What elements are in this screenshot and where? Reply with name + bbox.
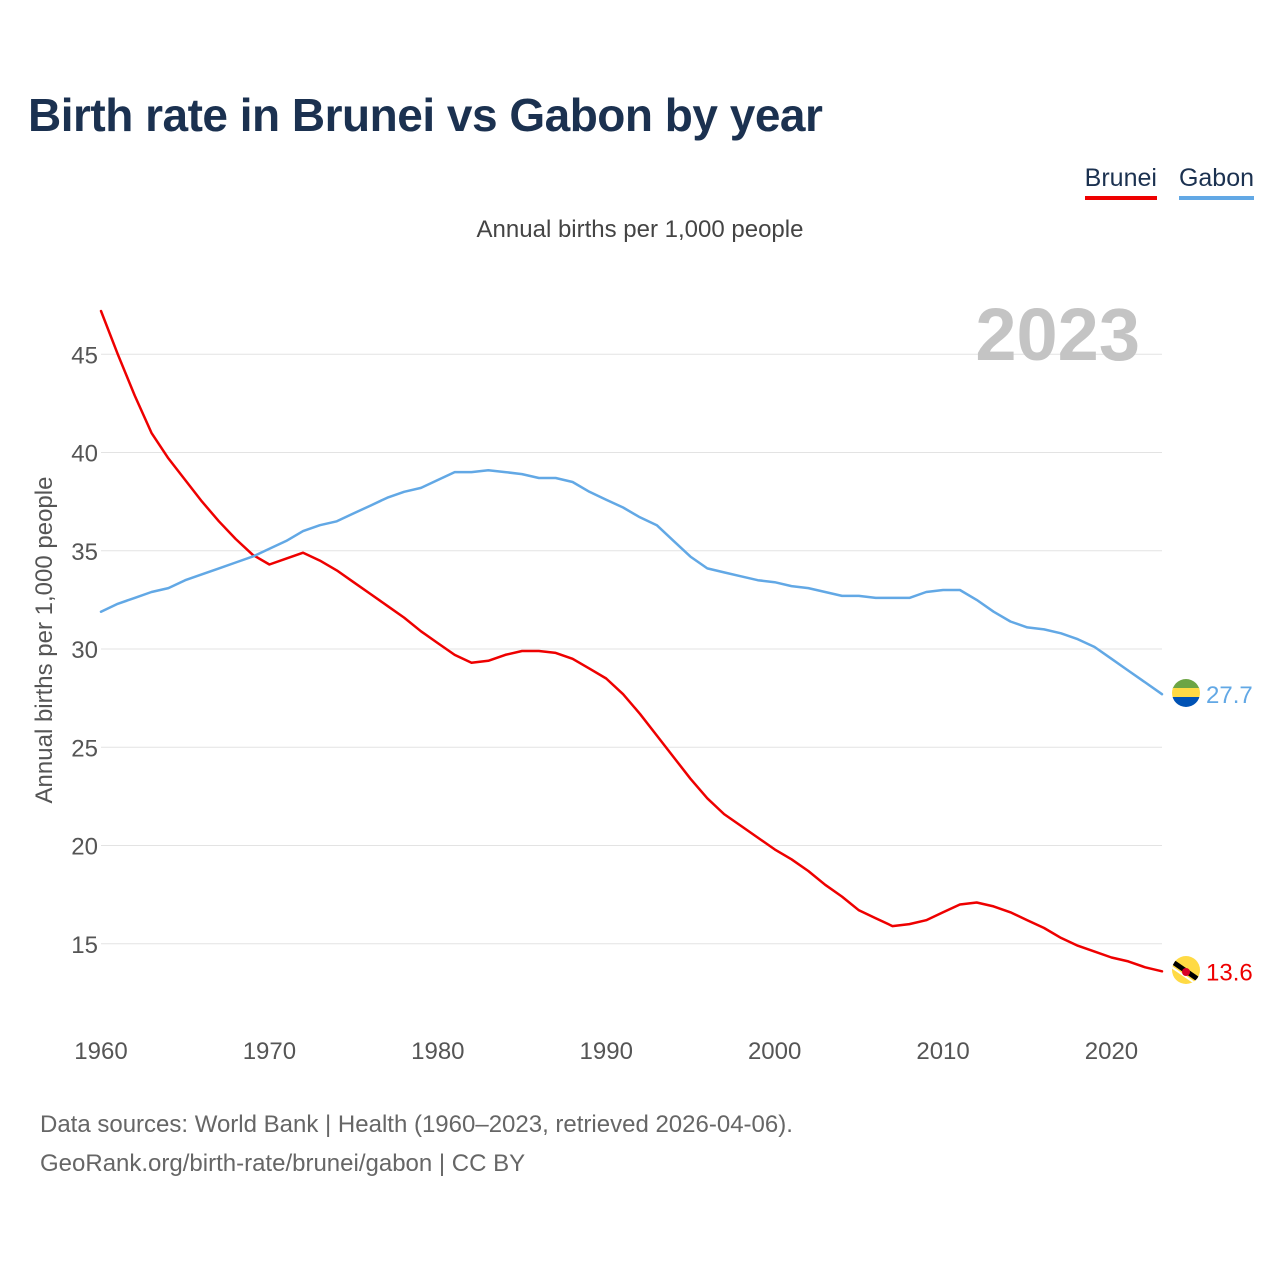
y-tick-label: 40 <box>71 441 98 468</box>
end-label-gabon: 27.7 <box>1206 682 1253 709</box>
x-tick-label: 2010 <box>916 1038 969 1065</box>
data-source: Data sources: World Bank | Health (1960–… <box>40 1105 793 1183</box>
x-tick-label: 2000 <box>748 1038 801 1065</box>
legend: Brunei Gabon <box>1084 164 1254 200</box>
brunei-flag-icon <box>1172 956 1200 984</box>
gabon-flag-icon <box>1172 679 1200 707</box>
x-tick-label: 1970 <box>243 1038 296 1065</box>
y-tick-label: 15 <box>71 932 98 959</box>
y-tick-label: 35 <box>71 539 98 566</box>
x-tick-label: 1990 <box>580 1038 633 1065</box>
series-line-gabon <box>99 468 1164 696</box>
y-tick-label: 45 <box>71 342 98 369</box>
legend-item-gabon[interactable]: Gabon <box>1178 164 1254 200</box>
x-tick-label: 1960 <box>74 1038 127 1065</box>
x-tick-label: 1980 <box>411 1038 464 1065</box>
year-watermark: 2023 <box>975 293 1140 376</box>
y-tick-label: 20 <box>71 834 98 861</box>
x-tick-label: 2020 <box>1085 1038 1138 1065</box>
end-label-brunei: 13.6 <box>1206 959 1253 986</box>
source-line-1: Data sources: World Bank | Health (1960–… <box>40 1111 793 1138</box>
source-line-2: GeoRank.org/birth-rate/brunei/gabon | CC… <box>40 1150 526 1177</box>
legend-item-brunei[interactable]: Brunei <box>1084 164 1157 200</box>
y-tick-label: 25 <box>71 735 98 762</box>
y-axis-label: Annual births per 1,000 people <box>31 477 58 804</box>
y-tick-label: 30 <box>71 637 98 664</box>
chart-title: Birth rate in Brunei vs Gabon by year <box>28 89 823 141</box>
chart-subtitle: Annual births per 1,000 people <box>476 216 804 243</box>
series-line-brunei <box>99 309 1164 973</box>
